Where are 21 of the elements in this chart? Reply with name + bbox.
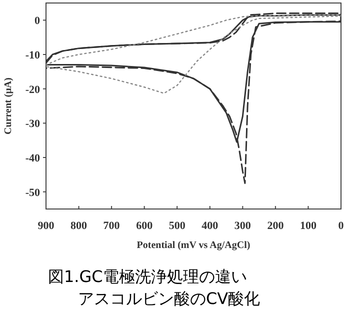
x-tick-label: 100 xyxy=(300,220,317,232)
y-tick-label: -20 xyxy=(25,84,40,96)
x-tick-label: 200 xyxy=(267,220,284,232)
x-tick-label: 0 xyxy=(338,220,344,232)
y-tick-label: -30 xyxy=(25,118,40,130)
y-tick-label: -40 xyxy=(25,152,40,164)
y-axis-title: Current (μA) xyxy=(3,78,14,134)
x-tick-label: 600 xyxy=(136,220,154,232)
y-tick-label: -50 xyxy=(25,186,40,199)
x-tick-label: 400 xyxy=(202,220,219,232)
x-tick-label: 900 xyxy=(38,220,55,232)
caption: 図1.GC電極洗浄処理の違い xyxy=(48,267,247,286)
x-tick-label: 500 xyxy=(168,220,186,232)
text: アスコルビン酸のCV酸化 xyxy=(78,289,260,308)
x-tick-label: 700 xyxy=(103,220,120,232)
x-tick-label: 800 xyxy=(70,220,88,232)
line-series xyxy=(46,14,341,94)
x-axis-title: Potential (mV vs Ag/AgCl) xyxy=(136,240,250,251)
x-tick-label: 300 xyxy=(234,220,252,232)
y-tick-label: 0 xyxy=(34,15,40,28)
y-tick-label: -10 xyxy=(25,50,40,62)
